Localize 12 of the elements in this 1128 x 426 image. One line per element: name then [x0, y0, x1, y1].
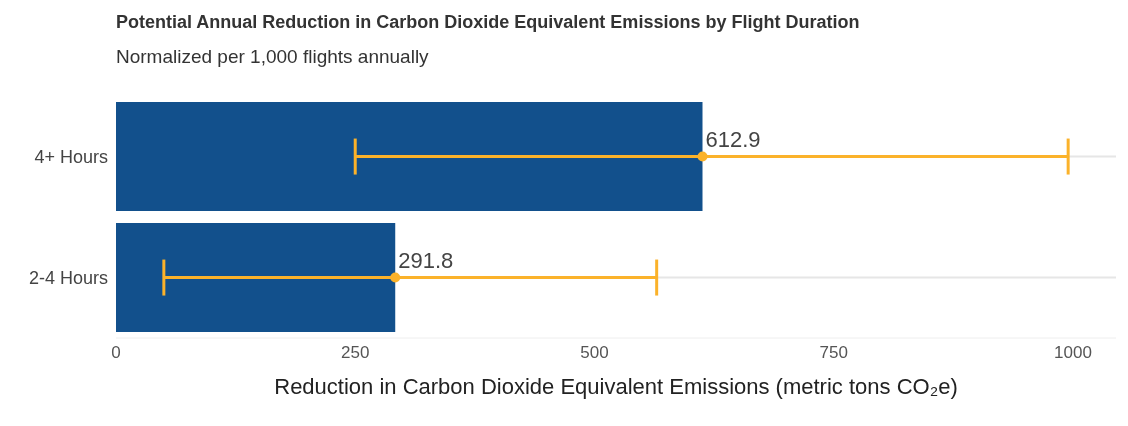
- x-tick-label: 1000: [1054, 343, 1092, 363]
- x-tick-label: 500: [580, 343, 609, 363]
- chart-subtitle: Normalized per 1,000 flights annually: [116, 46, 429, 68]
- x-tick-label: 250: [341, 343, 370, 363]
- x-tick-label: 0: [111, 343, 121, 363]
- data-label: 612.9: [705, 126, 761, 152]
- data-label: 291.8: [398, 247, 454, 273]
- chart-title: Potential Annual Reduction in Carbon Dioxide Equivalent Emissions by Flight Duration: [116, 12, 860, 33]
- y-tick-label: 4+ Hours: [34, 146, 108, 167]
- y-tick-label: 2-4 Hours: [28, 267, 108, 288]
- x-axis-title: Reduction in Carbon Dioxide Equivalent Emissions (metric tons CO₂e): [274, 374, 958, 399]
- x-tick-label: 750: [819, 343, 848, 363]
